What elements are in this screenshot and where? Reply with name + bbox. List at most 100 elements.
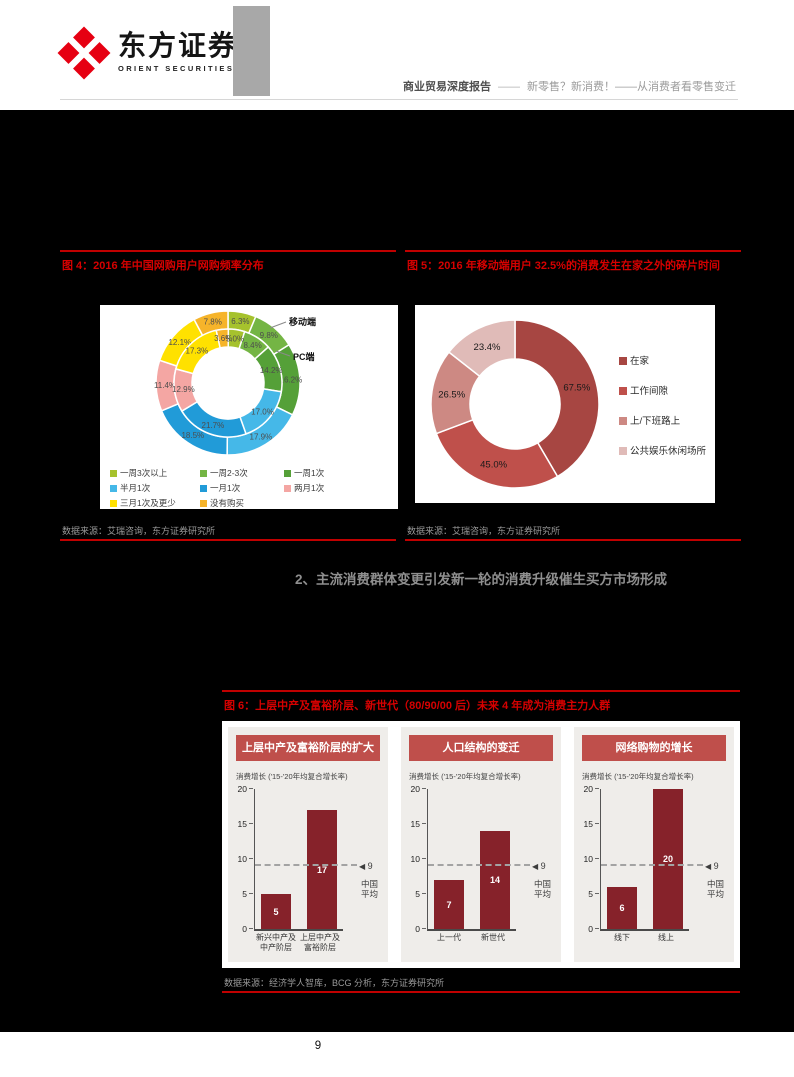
legend-label: 一月1次 [210, 483, 241, 493]
donut-segment [435, 418, 559, 489]
data-label: 7.8% [204, 318, 222, 327]
legend-swatch [200, 485, 207, 492]
figure4-legend: 一周3次以上 一周2-3次 一周1次 半月1次 一月1次 两月1次 三月1次及更少 没有购买 [110, 466, 396, 511]
figure5-donut-chart: 67.5% 45.0% 26.5% 23.4% [415, 305, 715, 508]
bar-value-label: 20 [662, 854, 673, 864]
bar-chart-panel: 人口结构的变迁 消费增长 ('15-'20年均复合增长率) 0 5 10 15 20 7 14 ◀… [401, 727, 561, 962]
report-type: 商业贸易深度报告 [403, 81, 491, 93]
legend-item: 一周1次 [284, 466, 396, 481]
y-tick-mark [595, 823, 599, 824]
y-tick-mark [249, 788, 253, 789]
bar: 6 [607, 887, 637, 929]
y-tick-mark [249, 823, 253, 824]
bar-value-label: 5 [273, 906, 279, 917]
y-tick-mark [422, 788, 426, 789]
legend-label: 一周3次以上 [120, 468, 168, 478]
y-tick-label: 0 [415, 924, 420, 934]
outer-ring-label: 移动端 [289, 316, 316, 327]
page-number: 9 [314, 1040, 322, 1052]
y-tick-mark [422, 823, 426, 824]
reference-line [255, 864, 357, 866]
data-label: 17.9% [250, 433, 273, 442]
figure4-chart-area: 6.3% 9.8% 16.2% 17.9% 18.5% 11.4% 12.1% 7.8% 5.0… [100, 305, 398, 509]
bar: 7 [434, 880, 464, 929]
data-label: 45.0% [480, 460, 507, 471]
figure4-donut-svg: 6.3% 9.8% 16.2% 17.9% 18.5% 11.4% 12.1% 7.8% 5.0… [154, 310, 316, 456]
reference-value: 9 [367, 861, 373, 871]
legend-swatch [110, 485, 117, 492]
data-label: 21.7% [202, 421, 225, 430]
panel-axis-title: 消费增长 ('15-'20年均复合增长率) [409, 772, 521, 781]
brand-name-en: ORIENT SECURITIES [118, 64, 235, 73]
y-tick-mark [595, 928, 599, 929]
reference-value: 9 [540, 861, 546, 871]
y-tick-mark [249, 858, 253, 859]
data-label: 17.0% [251, 408, 274, 417]
figure4-block: 图 4：2016 年中国网购用户网购频率分布 6.3% 9.8% 16.2% 17.9… [60, 250, 398, 542]
callout-line-pc [275, 350, 291, 357]
bar: 17 [307, 810, 337, 929]
y-tick-label: 15 [410, 819, 420, 829]
header-gray-bar [233, 6, 270, 96]
y-tick-label: 15 [237, 819, 247, 829]
bar-value-label: 14 [489, 875, 500, 885]
figure6-source: 数据来源：经济学人智库，BCG 分析，东方证券研究所 [224, 978, 445, 988]
figure6-panels: 上层中产及富裕阶层的扩大消费增长 ('15-'20年均复合增长率) 0 5 10 15 2… [228, 727, 734, 962]
data-label: 16.2% [280, 376, 303, 385]
brand-name-cn: 东方证券 [118, 30, 239, 61]
data-label: 8.4% [243, 341, 261, 350]
y-tick-mark [249, 928, 253, 929]
data-label: 18.5% [181, 431, 204, 440]
reference-caption: 中国平均 [534, 878, 552, 900]
legend-item: 三月1次及更少 [110, 496, 200, 511]
bar-chart-panel: 上层中产及富裕阶层的扩大 消费增长 ('15-'20年均复合增长率) 0 5 10 15 2… [228, 727, 388, 962]
y-tick-label: 15 [583, 819, 593, 829]
y-tick-label: 5 [242, 889, 247, 899]
y-tick-mark [422, 858, 426, 859]
legend-item: 半月1次 [110, 481, 200, 496]
panel-axis-title: 消费增长 ('15-'20年均复合增长率) [236, 772, 348, 781]
x-category-labels: 新兴中产及 中产阶层 上层中产及 富裕阶层 [254, 933, 342, 954]
legend-item: 没有购买 [200, 496, 284, 511]
legend-label: 半月1次 [120, 483, 151, 493]
legend-label: 公共娱乐休闲场所 [630, 446, 707, 457]
legend-item: 公共娱乐休闲场所 [619, 443, 706, 473]
donut-segment [447, 319, 516, 378]
x-category-label: 线下 [614, 933, 630, 942]
left-triangle-icon: ◀ [532, 862, 539, 871]
legend-item: 两月1次 [284, 481, 396, 496]
x-category-labels: 上一代 新世代 [427, 933, 515, 943]
bar: 5 [261, 894, 291, 929]
x-category-labels: 线下 线上 [600, 933, 688, 943]
y-tick-label: 5 [415, 889, 420, 899]
panel-header-banner: 上层中产及富裕阶层的扩大 [236, 735, 380, 761]
y-tick-mark [249, 893, 253, 894]
y-tick-label: 20 [583, 784, 593, 794]
bar-chart-panel: 网络购物的增长 消费增长 ('15-'20年均复合增长率) 0 5 10 15 20 6 20 ◀… [574, 727, 734, 962]
y-tick-mark [595, 893, 599, 894]
y-tick-mark [422, 893, 426, 894]
data-label: 9.8% [260, 331, 278, 340]
figure5-bottom-rule [405, 539, 741, 541]
y-tick-label: 10 [410, 854, 420, 864]
legend-swatch [110, 500, 117, 507]
bar: 14 [480, 831, 510, 929]
inner-ring-label: PC端 [293, 351, 315, 362]
data-label: 11.4% [154, 381, 176, 390]
data-label: 14.2% [260, 366, 283, 375]
figure4-donut-chart: 6.3% 9.8% 16.2% 17.9% 18.5% 11.4% 12.1% 7.8% 5.0… [100, 305, 398, 468]
legend-label: 两月1次 [294, 483, 325, 493]
title-dash: —— [498, 81, 520, 93]
callout-line-mobile [269, 321, 287, 329]
x-category-label: 新兴中产及 中产阶层 [256, 933, 296, 953]
legend-swatch [619, 417, 627, 425]
legend-item: 一周3次以上 [110, 466, 200, 481]
figure5-block: 图 5：2016 年移动端用户 32.5%的消费发生在家之外的碎片时间 67.5… [405, 250, 741, 542]
report-header-title: 商业贸易深度报告 —— 新零售？新消费！——从消费者看零售变迁 [403, 78, 736, 94]
data-label: 12.9% [172, 385, 195, 394]
legend-item: 上/下班路上 [619, 413, 706, 443]
x-category-label: 上层中产及 富裕阶层 [300, 933, 340, 953]
reference-line [601, 864, 703, 866]
figure5-donut-svg: 67.5% 45.0% 26.5% 23.4% [430, 319, 600, 489]
